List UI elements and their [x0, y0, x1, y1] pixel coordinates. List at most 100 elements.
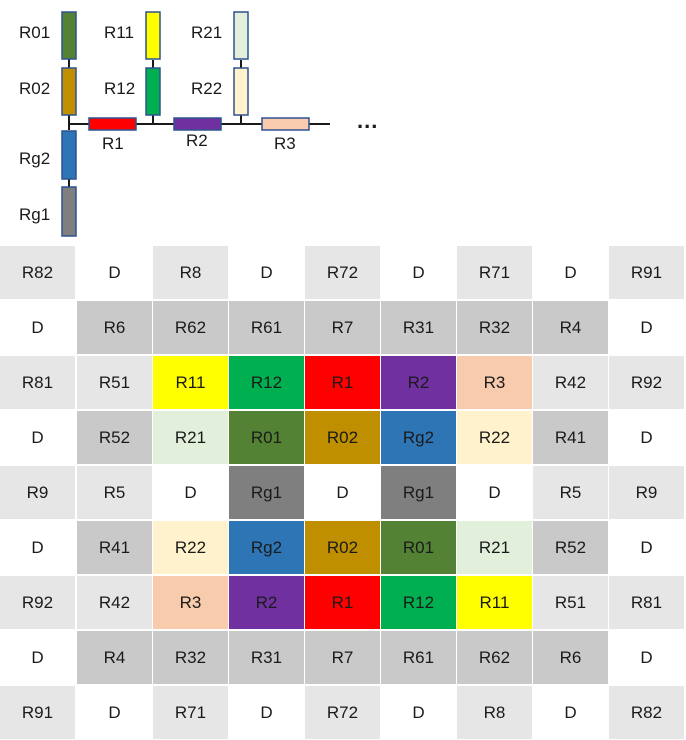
grid-cell: R72: [305, 686, 380, 739]
grid-cell: D: [609, 521, 684, 574]
grid-cell: R7: [305, 631, 380, 684]
grid-cell: D: [0, 301, 75, 354]
resistor-r22: [233, 67, 249, 116]
grid-cell: R32: [457, 301, 532, 354]
grid-cell: Rg1: [229, 466, 304, 519]
grid-cell: R61: [229, 301, 304, 354]
grid-cell: R9: [0, 466, 75, 519]
resistor-arrangement-grid: R82 D R8 D R72 D R71 D R91 D R6 R62 R61 R7 R31 R32 R4 D R8…: [0, 246, 686, 740]
grid-cell: D: [77, 686, 152, 739]
grid-cell: R01: [381, 521, 456, 574]
grid-cell: R2: [229, 576, 304, 629]
grid-cell: D: [0, 411, 75, 464]
label-r3: R3: [274, 134, 296, 153]
grid-cell: R1: [305, 576, 380, 629]
grid-cell: R52: [77, 411, 152, 464]
grid-cell: R91: [0, 686, 75, 739]
grid-cell: R42: [533, 356, 608, 409]
grid-cell: Rg2: [381, 411, 456, 464]
resistor-rg2: [61, 130, 77, 180]
grid-cell: R82: [609, 686, 684, 739]
resistor-network-diagram: R01 R02 Rg2 Rg1 R11 R12 R21 R22 R1 R2 R3…: [19, 11, 378, 237]
grid-cell: D: [609, 411, 684, 464]
grid-cell: R8: [457, 686, 532, 739]
grid-cell: R1: [305, 356, 380, 409]
grid-cell: D: [533, 246, 608, 299]
label-rg2: Rg2: [19, 149, 50, 168]
grid-cell: R31: [381, 301, 456, 354]
grid-cell: R12: [381, 576, 456, 629]
grid-cell: R21: [153, 411, 228, 464]
grid-cell: R5: [533, 466, 608, 519]
grid-cell: R62: [457, 631, 532, 684]
grid-cell: R92: [0, 576, 75, 629]
resistor-r21: [233, 11, 249, 60]
resistor-r01: [61, 11, 77, 60]
grid-cell: R22: [457, 411, 532, 464]
grid-cell: Rg1: [381, 466, 456, 519]
grid-cell: R7: [305, 301, 380, 354]
grid-cell: R4: [533, 301, 608, 354]
grid-cell: R8: [153, 246, 228, 299]
grid-cell: D: [229, 686, 304, 739]
resistor-r12: [145, 67, 161, 116]
grid-cell: R71: [153, 686, 228, 739]
grid-cell: D: [609, 631, 684, 684]
grid-cell: R71: [457, 246, 532, 299]
resistor-r3: [261, 117, 310, 131]
grid-cell: R11: [457, 576, 532, 629]
grid-cell: R32: [153, 631, 228, 684]
resistor-r11: [145, 11, 161, 60]
label-ellipsis: ...: [357, 108, 378, 133]
grid-cell: R3: [153, 576, 228, 629]
grid-cell: D: [77, 246, 152, 299]
label-r02: R02: [19, 79, 50, 98]
label-r11: R11: [104, 23, 134, 42]
resistor-r2: [173, 117, 222, 131]
grid-cell: R41: [77, 521, 152, 574]
grid-cell: Rg2: [229, 521, 304, 574]
grid-cell: R02: [305, 411, 380, 464]
grid-cell: R12: [229, 356, 304, 409]
grid-cell: R31: [229, 631, 304, 684]
label-r2: R2: [186, 131, 208, 150]
grid-cell: R11: [153, 356, 228, 409]
grid-cell: R6: [533, 631, 608, 684]
grid-cell: R3: [457, 356, 532, 409]
grid-cell: D: [0, 631, 75, 684]
grid-cell: R9: [609, 466, 684, 519]
label-rg1: Rg1: [19, 205, 50, 224]
grid-cell: R22: [153, 521, 228, 574]
grid-cell: R2: [381, 356, 456, 409]
grid-cell: D: [153, 466, 228, 519]
grid-cell: R81: [609, 576, 684, 629]
grid-cell: R5: [77, 466, 152, 519]
grid-cell: R4: [77, 631, 152, 684]
grid-cell: D: [305, 466, 380, 519]
grid-cell: R51: [77, 356, 152, 409]
label-r21: R21: [191, 23, 222, 42]
grid-cell: R92: [609, 356, 684, 409]
label-r01: R01: [19, 23, 50, 42]
grid-cell: R62: [153, 301, 228, 354]
grid-cell: D: [229, 246, 304, 299]
grid-cell: R41: [533, 411, 608, 464]
grid-cell: R51: [533, 576, 608, 629]
resistor-r02: [61, 67, 77, 116]
grid-cell: D: [457, 466, 532, 519]
grid-cell: D: [0, 521, 75, 574]
grid-cell: R72: [305, 246, 380, 299]
grid-cell: R02: [305, 521, 380, 574]
label-r1: R1: [102, 134, 124, 153]
grid-cell: R42: [77, 576, 152, 629]
grid-cell: D: [381, 686, 456, 739]
grid-cell: R91: [609, 246, 684, 299]
resistor-r1: [88, 117, 137, 131]
grid-cell: D: [533, 686, 608, 739]
grid-cell: D: [381, 246, 456, 299]
grid-cell: R52: [533, 521, 608, 574]
grid-cell: D: [609, 301, 684, 354]
grid-cell: R6: [77, 301, 152, 354]
resistor-rg1: [61, 186, 77, 237]
grid-cell: R21: [457, 521, 532, 574]
